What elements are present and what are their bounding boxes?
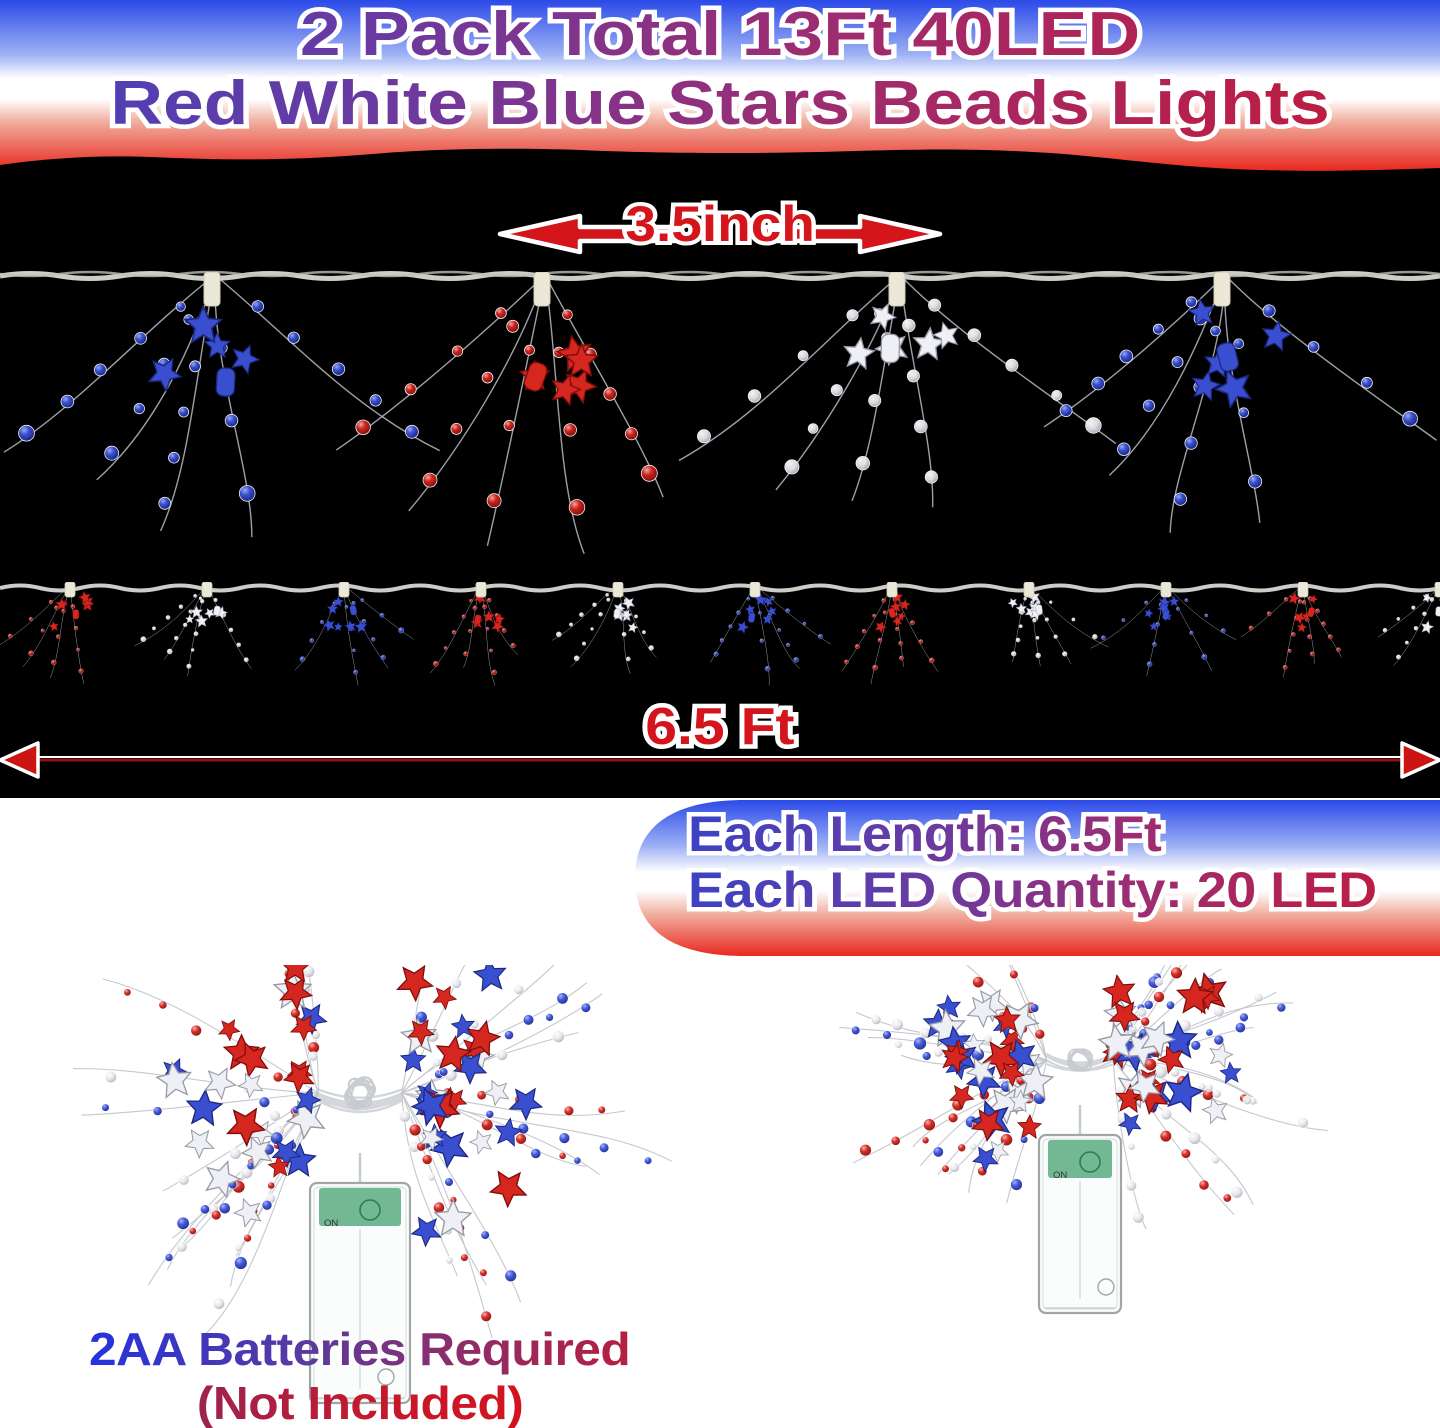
svg-text:ON: ON bbox=[1053, 1170, 1067, 1181]
svg-text:ON: ON bbox=[324, 1218, 338, 1229]
